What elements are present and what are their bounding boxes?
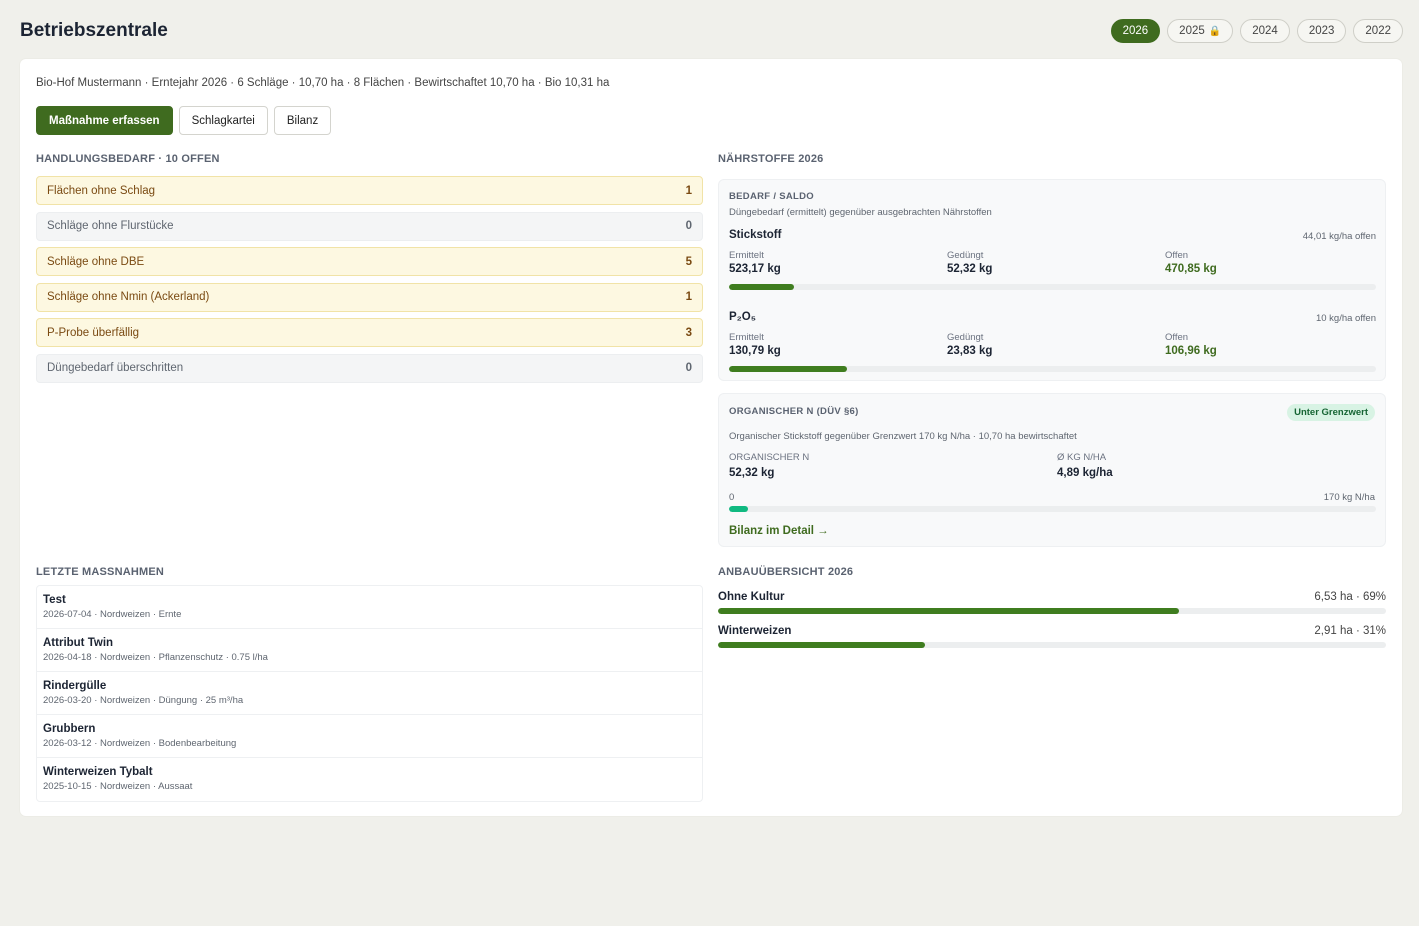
schlagkartei-button[interactable]: Schlagkartei <box>178 106 268 135</box>
year-tab-2023[interactable]: 2023 <box>1296 19 1347 43</box>
crop-row: Winterweizen 2,91 ha · 31% <box>718 625 1386 653</box>
year-tab-2022[interactable]: 2022 <box>1353 19 1403 43</box>
crops-heading: ANBAUÜBERSICHT 2026 <box>718 566 854 578</box>
recent-list: Test 2026-07-04 · Nordweizen · Ernte Attr… <box>36 585 703 802</box>
list-item[interactable]: Attribut Twin 2026-04-18 · Nordweizen · P… <box>37 629 702 672</box>
todo-count: 0 <box>685 362 692 375</box>
crop-share-fill <box>718 608 1179 614</box>
list-item[interactable]: Rindergülle 2026-03-20 · Nordweizen · Dün… <box>37 672 702 715</box>
todo-heading: HANDLUNGSBEDARF · 10 OFFEN <box>36 153 220 165</box>
nitrogen-progress-bar <box>729 284 1376 290</box>
year-tab-2025[interactable]: 2025 🔒 <box>1167 19 1234 43</box>
nitrogen-ermittelt: Ermittelt 523,17 kg <box>729 250 781 275</box>
todo-count: 3 <box>685 326 692 339</box>
top-bar: Betriebszentrale 2026 2025 🔒 2024 2023 20… <box>20 0 1403 60</box>
nitrogen-geduengt: Gedüngt 52,32 kg <box>947 250 993 275</box>
organic-n-total: ORGANISCHER N 52,32 kg <box>729 452 810 479</box>
organic-n-per-ha: Ø KG N/HA 4,89 kg/ha <box>1057 452 1113 479</box>
list-item[interactable]: Grubbern 2026-03-12 · Nordweizen · Bodenb… <box>37 715 702 758</box>
balance-title: BEDARF / SALDO <box>729 191 814 202</box>
todo-item[interactable]: Düngebedarf überschritten 0 <box>36 353 703 383</box>
organic-n-progress-fill <box>729 506 748 512</box>
todo-count: 5 <box>685 255 692 268</box>
todo-item[interactable]: Flächen ohne Schlag 1 <box>36 176 703 205</box>
year-tab-2026[interactable]: 2026 <box>1110 19 1161 43</box>
recent-heading: LETZTE MASSNAHMEN <box>36 566 165 578</box>
p2o5-progress-bar <box>729 366 1376 372</box>
bilanz-button[interactable]: Bilanz <box>273 106 332 135</box>
p2o5-offen: Offen 106,96 kg <box>1165 332 1217 357</box>
crop-value: 2,91 ha · 31% <box>1314 625 1386 637</box>
organic-n-subtitle: Organischer Stickstoff gegenüber Grenzwe… <box>729 431 1077 442</box>
scale-min: 0 <box>729 492 735 503</box>
p2o5-open-rate: 10 kg/ha offen <box>1315 313 1376 324</box>
todo-item[interactable]: P-Probe überfällig 3 <box>36 318 703 348</box>
crop-row: Ohne Kultur 6,53 ha · 69% <box>718 591 1386 619</box>
p2o5-geduengt: Gedüngt 23,83 kg <box>947 332 993 357</box>
nitrogen-offen: Offen 470,85 kg <box>1165 250 1217 275</box>
crop-value: 6,53 ha · 69% <box>1314 591 1386 603</box>
action-bar: Maßnahme erfassen Schlagkartei Bilanz <box>36 106 332 135</box>
p2o5-block: P₂O₅ 10 kg/ha offen Ermittelt 130,79 kg G… <box>729 311 1376 381</box>
organic-n-panel: ORGANISCHER N (DÜV §6) Unter Grenzwert O… <box>718 393 1386 547</box>
todo-list: Flächen ohne Schlag 1 Schläge ohne Flurst… <box>36 176 703 390</box>
lock-icon: 🔒 <box>1208 25 1222 37</box>
nutrient-balance-panel: BEDARF / SALDO Düngebedarf (ermittelt) g… <box>718 179 1386 381</box>
crop-share-bar <box>718 608 1386 614</box>
list-item[interactable]: Winterweizen Tybalt 2025-10-15 · Nordweiz… <box>43 766 193 792</box>
todo-item[interactable]: Schläge ohne Flurstücke 0 <box>36 211 703 241</box>
organic-n-progress-bar <box>729 506 1376 512</box>
scale-max: 170 kg N/ha <box>1323 492 1375 503</box>
crop-name: Winterweizen <box>718 625 792 637</box>
balance-subtitle: Düngebedarf (ermittelt) gegenüber ausgeb… <box>729 207 992 218</box>
todo-item[interactable]: Schläge ohne Nmin (Ackerland) 1 <box>36 282 703 312</box>
organic-n-title: ORGANISCHER N (DÜV §6) <box>729 406 859 417</box>
p2o5-progress-fill <box>729 366 847 372</box>
nitrogen-progress-fill <box>729 284 794 290</box>
list-item[interactable]: Test 2026-07-04 · Nordweizen · Ernte <box>37 586 702 629</box>
nitrogen-open-rate: 44,01 kg/ha offen <box>1302 231 1376 242</box>
nitrogen-block: Stickstoff 44,01 kg/ha offen Ermittelt 52… <box>729 229 1376 299</box>
crop-name: Ohne Kultur <box>718 591 785 603</box>
status-badge: Unter Grenzwert <box>1287 404 1375 421</box>
todo-count: 1 <box>685 291 692 304</box>
crop-share-fill <box>718 642 926 648</box>
p2o5-name: P₂O₅ <box>729 311 756 323</box>
todo-count: 1 <box>685 184 692 197</box>
farm-summary: Bio-Hof Mustermann · Erntejahr 2026 · 6 … <box>36 77 610 89</box>
todo-count: 0 <box>685 220 692 233</box>
crop-share-bar <box>718 642 1386 648</box>
nutrients-heading: NÄHRSTOFFE 2026 <box>718 153 824 165</box>
year-selector: 2026 2025 🔒 2024 2023 2022 <box>1110 19 1403 43</box>
todo-item[interactable]: Schläge ohne DBE 5 <box>36 247 703 277</box>
p2o5-ermittelt: Ermittelt 130,79 kg <box>729 332 781 357</box>
year-tab-2024[interactable]: 2024 <box>1240 19 1290 43</box>
record-measure-button[interactable]: Maßnahme erfassen <box>36 106 173 135</box>
page-title: Betriebszentrale <box>20 20 168 41</box>
bilanz-detail-link[interactable]: Bilanz im Detail → <box>729 525 829 537</box>
main-card: Bio-Hof Mustermann · Erntejahr 2026 · 6 … <box>20 59 1402 816</box>
nitrogen-name: Stickstoff <box>729 229 782 241</box>
